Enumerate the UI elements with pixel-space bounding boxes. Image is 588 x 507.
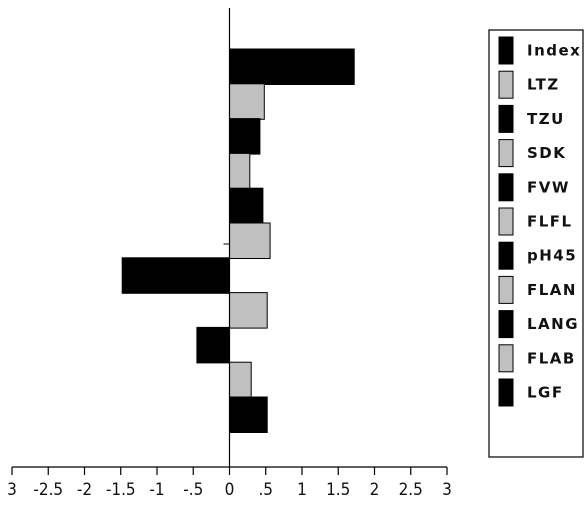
bar-sdk: [229, 152, 251, 190]
legend-swatch-flab: [498, 344, 514, 373]
x-tick-label: 2.5: [399, 480, 423, 500]
x-tick-label: -1.5: [106, 480, 136, 500]
bar-flab: [229, 361, 252, 399]
legend-swatch-fvw: [498, 173, 514, 202]
legend-label-flfl: FLFL: [527, 213, 573, 231]
legend-swatch-ph45: [498, 241, 514, 270]
legend-swatch-ltz: [498, 70, 514, 99]
legend-label-ltz: LTZ: [527, 76, 560, 94]
x-tick-label: 1.5: [326, 480, 350, 500]
legend-swatch-tzu: [498, 104, 514, 133]
x-tick-label: 3: [442, 480, 452, 500]
bar-fvw: [229, 187, 264, 225]
x-tick-label: 1: [297, 480, 307, 500]
legend-label-index: Index: [527, 42, 581, 60]
legend-swatch-index: [498, 36, 514, 65]
bar-tzu: [229, 118, 261, 155]
bar-flan: [229, 292, 268, 329]
legend-label-fvw: FVW: [527, 178, 570, 196]
legend-label-flan: FLAN: [527, 281, 577, 299]
legend-label-lgf: LGF: [527, 384, 564, 402]
x-tick-label: .5: [258, 480, 273, 500]
legend-label-lang: LANG: [527, 315, 579, 333]
legend-swatch-flfl: [498, 207, 514, 236]
legend-label-sdk: SDK: [527, 144, 566, 162]
legend-label-tzu: TZU: [527, 110, 565, 128]
x-tick-label: -2.5: [33, 480, 63, 500]
bar-index: [229, 48, 355, 85]
legend-swatch-flan: [498, 275, 514, 304]
x-tick-label: 2: [370, 480, 380, 500]
legend-swatch-lang: [498, 310, 514, 339]
bar-lang: [196, 326, 230, 364]
bar-ph45: [121, 257, 230, 294]
x-tick-label: 3: [7, 480, 17, 500]
bar-flfl: [229, 222, 271, 259]
bar-lgf: [229, 396, 268, 433]
bar-ltz: [229, 83, 265, 120]
legend: Index LTZ TZU SDK FVW FLFL pH45 FLAN LANG FLAB LGF: [488, 29, 584, 458]
x-tick-label: -.5: [183, 480, 203, 500]
x-tick-label: 0: [225, 480, 235, 500]
legend-swatch-sdk: [498, 139, 514, 168]
x-axis: 3 -2.5 -2 -1.5 -1 -.5 0 .5 1 1.5 2 2.5 3: [7, 466, 452, 500]
legend-label-ph45: pH45: [527, 247, 577, 265]
plot-area: [121, 8, 355, 467]
legend-label-flab: FLAB: [527, 349, 576, 367]
x-tick-label: -1: [149, 480, 164, 500]
x-tick-label: -2: [77, 480, 92, 500]
legend-swatch-lgf: [498, 378, 514, 407]
